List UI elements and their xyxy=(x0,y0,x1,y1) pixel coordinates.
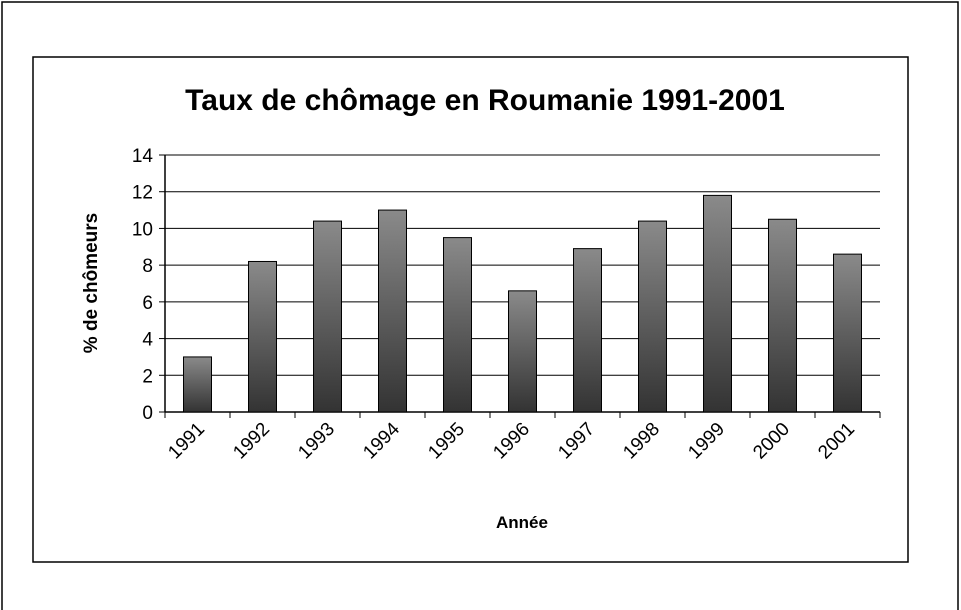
bar xyxy=(768,218,797,413)
bar xyxy=(833,253,862,413)
bar xyxy=(248,260,277,413)
chart-title: Taux de chômage en Roumanie 1991-2001 xyxy=(185,84,785,117)
bar xyxy=(378,209,407,413)
bar xyxy=(313,220,342,413)
bar xyxy=(703,194,732,413)
y-tick-label: 12 xyxy=(132,183,153,204)
x-axis-label: Année xyxy=(496,513,548,532)
y-axis-label: % de chômeurs xyxy=(81,213,102,353)
bar xyxy=(638,220,667,413)
y-tick-label: 4 xyxy=(142,330,153,351)
bar xyxy=(443,237,472,413)
y-tick-label: 8 xyxy=(142,256,153,277)
y-tick-label: 10 xyxy=(132,219,153,240)
y-tick-label: 2 xyxy=(142,366,153,387)
y-tick-label: 6 xyxy=(142,293,153,314)
bar xyxy=(183,356,212,413)
bar xyxy=(573,248,602,413)
y-tick-label: 0 xyxy=(142,403,153,424)
y-tick-label: 14 xyxy=(132,146,154,167)
bar xyxy=(508,290,537,413)
